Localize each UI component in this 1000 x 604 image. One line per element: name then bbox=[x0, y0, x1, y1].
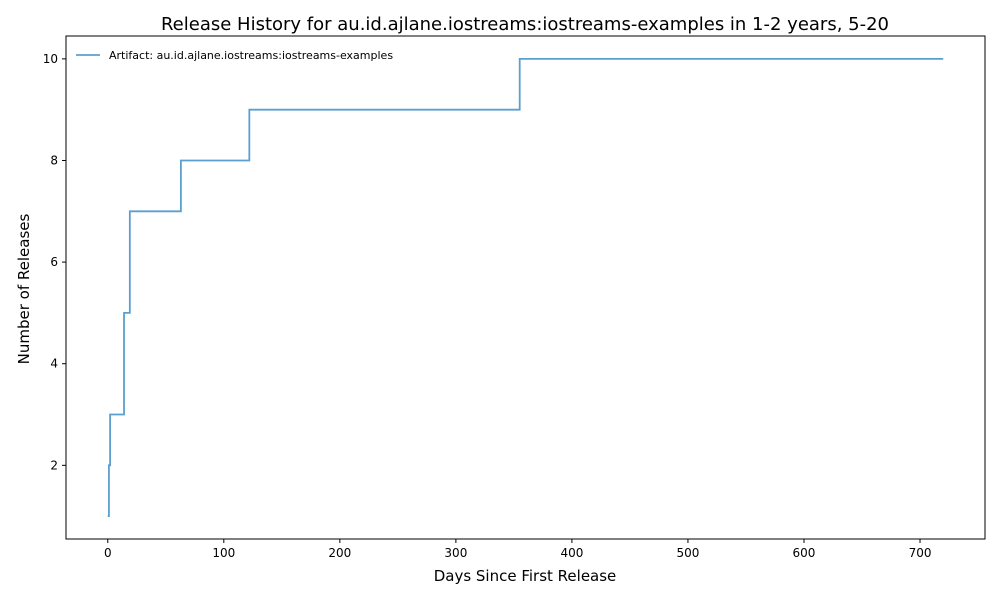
chart-title: Release History for au.id.ajlane.iostrea… bbox=[161, 14, 889, 35]
x-axis-label: Days Since First Release bbox=[434, 567, 617, 585]
x-tick-label: 300 bbox=[444, 546, 467, 560]
x-tick-label: 100 bbox=[212, 546, 235, 560]
y-tick-label: 8 bbox=[50, 153, 58, 167]
legend-label: Artifact: au.id.ajlane.iostreams:iostrea… bbox=[109, 49, 393, 62]
x-tick-label: 200 bbox=[328, 546, 351, 560]
y-tick-label: 10 bbox=[43, 52, 58, 66]
y-tick-label: 6 bbox=[50, 255, 58, 269]
y-tick-label: 4 bbox=[50, 357, 58, 371]
y-axis-label: Number of Releases bbox=[15, 213, 33, 364]
x-tick-label: 0 bbox=[104, 546, 112, 560]
axes-frame bbox=[65, 35, 986, 540]
x-tick-label: 400 bbox=[560, 546, 583, 560]
x-tick-label: 700 bbox=[909, 546, 932, 560]
x-tick-label: 600 bbox=[793, 546, 816, 560]
x-tick-label: 500 bbox=[676, 546, 699, 560]
plot-area: 0 100 200 300 400 500 600 700 2 4 6 8 10 Artifact: au… bbox=[43, 35, 986, 560]
series-line-0 bbox=[107, 57, 944, 518]
y-tick-label: 2 bbox=[50, 458, 58, 472]
